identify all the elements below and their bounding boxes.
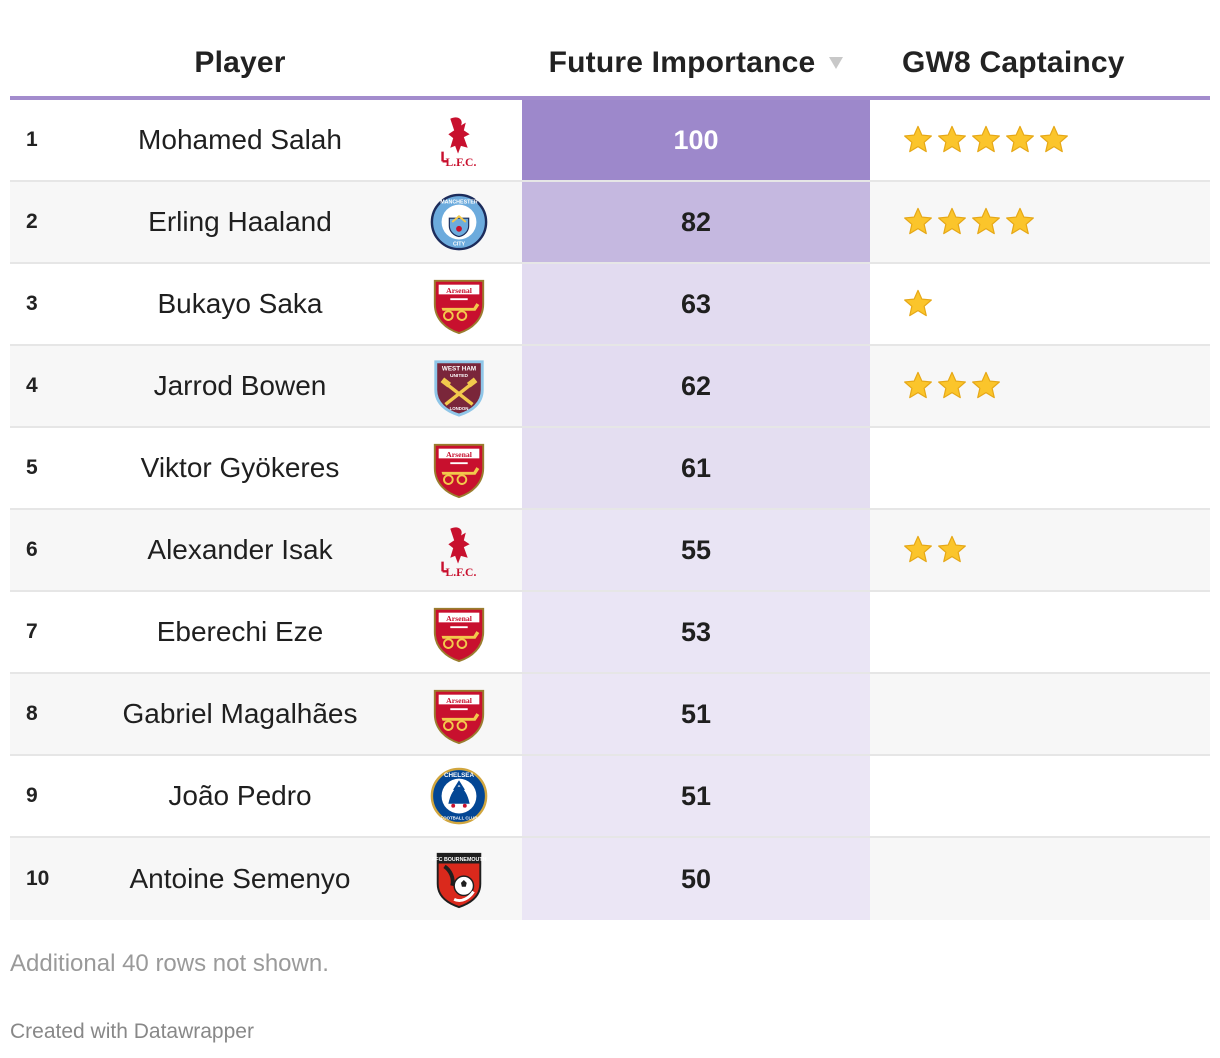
future-importance-cell: 55 — [522, 510, 870, 590]
player-name-cell: Bukayo Saka — [157, 288, 323, 319]
table-row: 6 Alexander Isak L.F.C. 55 — [10, 510, 1210, 592]
rank-cell: 7 — [26, 620, 38, 643]
table-row: 5 Viktor Gyökeres Arsenal 61 — [10, 428, 1210, 510]
star-icon — [1040, 125, 1068, 153]
star-icon — [904, 535, 932, 563]
man-city-crest-icon: MANCHESTER CITY — [430, 193, 488, 251]
player-name-cell: Viktor Gyökeres — [140, 452, 340, 483]
future-importance-label: Future Importance — [548, 46, 816, 79]
player-name-cell: Erling Haaland — [148, 206, 332, 237]
table-row: 1 Mohamed Salah L.F.C. 100 — [10, 100, 1210, 182]
arsenal-crest-icon: Arsenal — [433, 607, 485, 663]
captaincy-stars-cell — [902, 100, 1070, 180]
rank-cell: 5 — [26, 456, 38, 479]
rank-cell: 3 — [26, 292, 38, 315]
table-row: 2 Erling Haaland MANCHESTER CITY 82 — [10, 182, 1210, 264]
svg-text:UNITED: UNITED — [450, 373, 468, 379]
star-icon — [1006, 125, 1034, 153]
svg-text:Arsenal: Arsenal — [446, 696, 473, 705]
rank-cell: 6 — [26, 538, 38, 561]
captaincy-stars-cell — [902, 346, 1002, 426]
svg-text:AFC BOURNEMOUTH: AFC BOURNEMOUTH — [432, 857, 487, 863]
svg-text:CITY: CITY — [453, 241, 466, 247]
svg-text:L.F.C.: L.F.C. — [445, 566, 476, 579]
future-importance-cell: 82 — [522, 182, 870, 262]
star-icon — [904, 207, 932, 235]
future-importance-cell: 50 — [522, 838, 870, 920]
future-importance-cell: 63 — [522, 264, 870, 344]
captaincy-stars-cell — [902, 264, 934, 344]
star-icon — [904, 289, 932, 317]
rank-cell: 2 — [26, 210, 38, 233]
table-row: 3 Bukayo Saka Arsenal 63 — [10, 264, 1210, 346]
player-name-cell: Mohamed Salah — [138, 124, 342, 155]
rank-cell: 1 — [26, 128, 38, 151]
svg-text:WEST HAM: WEST HAM — [442, 366, 476, 373]
future-importance-cell: 61 — [522, 428, 870, 508]
table-row: 9 João Pedro CHELSEA FOOTBALL CLUB 51 — [10, 756, 1210, 838]
chelsea-crest-icon: CHELSEA FOOTBALL CLUB — [430, 767, 488, 825]
sort-descending-icon — [829, 57, 844, 69]
table-row: 4 Jarrod Bowen WEST HAM UNITED LONDON 62 — [10, 346, 1210, 428]
player-name-cell: Eberechi Eze — [156, 616, 324, 647]
future-importance-cell: 62 — [522, 346, 870, 426]
table-header: Player Future Importance GW8 Captaincy — [10, 0, 1210, 100]
arsenal-crest-icon: Arsenal — [433, 689, 485, 745]
column-header-gw8-captaincy[interactable]: GW8 Captaincy — [902, 46, 1125, 79]
table-row: 8 Gabriel Magalhães Arsenal 51 — [10, 674, 1210, 756]
star-icon — [938, 535, 966, 563]
star-icon — [972, 125, 1000, 153]
star-icon — [904, 371, 932, 399]
svg-text:L.F.C.: L.F.C. — [445, 156, 476, 169]
bournemouth-crest-icon: AFC BOURNEMOUTH — [432, 852, 487, 909]
table-row: 10 Antoine Semenyo AFC BOURNEMOUTH 50 — [10, 838, 1210, 920]
column-header-future-importance[interactable]: Future Importance — [522, 46, 870, 80]
liverpool-crest-icon: L.F.C. — [441, 117, 476, 169]
svg-text:Arsenal: Arsenal — [446, 286, 473, 295]
star-icon — [938, 207, 966, 235]
star-icon — [904, 125, 932, 153]
future-importance-cell: 51 — [522, 756, 870, 836]
star-icon — [1006, 207, 1034, 235]
svg-text:MANCHESTER: MANCHESTER — [440, 200, 478, 206]
rank-cell: 8 — [26, 702, 38, 725]
datawrapper-credit[interactable]: Created with Datawrapper — [10, 1020, 254, 1043]
table-row: 7 Eberechi Eze Arsenal 53 — [10, 592, 1210, 674]
captaincy-stars-cell — [902, 510, 968, 590]
svg-text:Arsenal: Arsenal — [446, 614, 473, 623]
rank-cell: 4 — [26, 374, 38, 397]
svg-text:Arsenal: Arsenal — [446, 450, 473, 459]
future-importance-cell: 53 — [522, 592, 870, 672]
rank-cell: 10 — [26, 867, 50, 890]
player-name-cell: João Pedro — [168, 780, 312, 811]
captaincy-stars-cell — [902, 182, 1036, 262]
player-name-cell: Gabriel Magalhães — [122, 698, 358, 729]
rank-cell: 9 — [26, 784, 38, 807]
arsenal-crest-icon: Arsenal — [433, 443, 485, 499]
player-name-cell: Jarrod Bowen — [153, 370, 327, 401]
star-icon — [972, 207, 1000, 235]
datawrapper-table: Player Future Importance GW8 Captaincy 1… — [10, 0, 1210, 920]
star-icon — [938, 125, 966, 153]
svg-text:FOOTBALL CLUB: FOOTBALL CLUB — [441, 815, 478, 820]
future-importance-cell: 51 — [522, 674, 870, 754]
liverpool-crest-icon: L.F.C. — [441, 527, 476, 579]
star-icon — [972, 371, 1000, 399]
table-body: 1 Mohamed Salah L.F.C. 100 2 Erling Haaland MA… — [10, 100, 1210, 920]
future-importance-cell: 100 — [522, 100, 870, 180]
star-icon — [938, 371, 966, 399]
player-name-cell: Antoine Semenyo — [129, 863, 351, 894]
rows-not-shown-note: Additional 40 rows not shown. — [10, 950, 329, 977]
player-name-cell: Alexander Isak — [147, 534, 333, 565]
svg-text:LONDON: LONDON — [450, 406, 469, 411]
column-header-player[interactable]: Player — [194, 46, 286, 79]
svg-text:CHELSEA: CHELSEA — [444, 772, 474, 779]
arsenal-crest-icon: Arsenal — [433, 279, 485, 335]
